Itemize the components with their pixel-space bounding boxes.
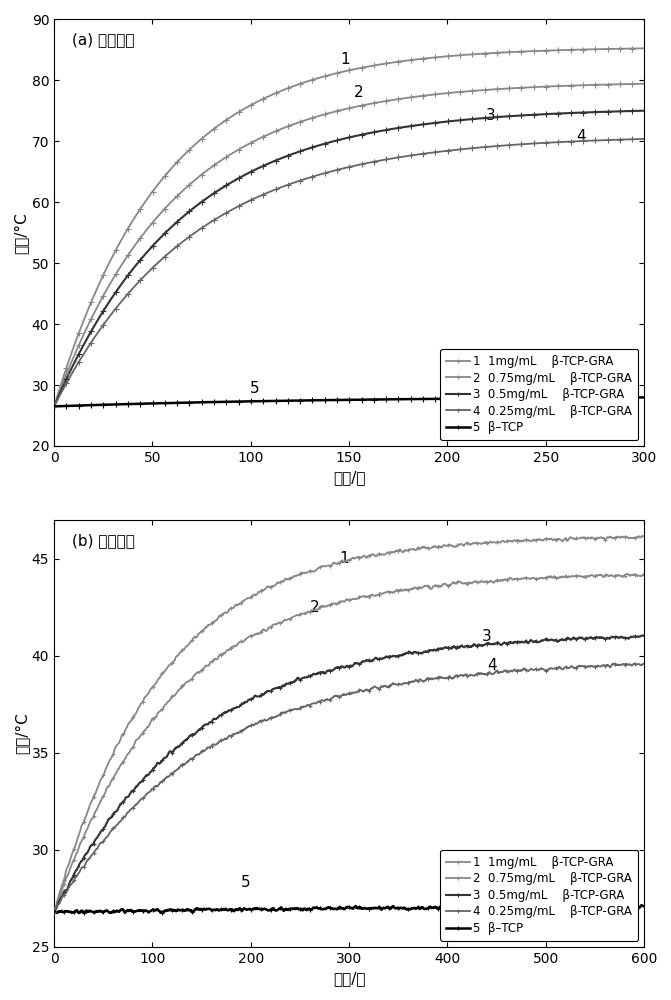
Text: 2: 2 [310, 600, 319, 615]
Text: 5: 5 [241, 875, 251, 890]
Text: 1: 1 [340, 52, 350, 67]
Legend: 1  1mg/mL    β-TCP-GRA, 2  0.75mg/mL    β-TCP-GRA, 3  0.5mg/mL    β-TCP-GRA, 4  : 1 1mg/mL β-TCP-GRA, 2 0.75mg/mL β-TCP-GR… [440, 349, 638, 440]
Text: 5: 5 [250, 381, 260, 396]
Text: 4: 4 [576, 129, 586, 144]
Text: (a) 干状态下: (a) 干状态下 [72, 32, 134, 47]
X-axis label: 时间/秒: 时间/秒 [333, 971, 365, 986]
Text: 2: 2 [354, 85, 364, 100]
Text: 4: 4 [486, 658, 497, 673]
Text: 1: 1 [340, 551, 349, 566]
Text: 3: 3 [486, 108, 495, 123]
X-axis label: 时间/秒: 时间/秒 [333, 470, 365, 485]
Legend: 1  1mg/mL    β-TCP-GRA, 2  0.75mg/mL    β-TCP-GRA, 3  0.5mg/mL    β-TCP-GRA, 4  : 1 1mg/mL β-TCP-GRA, 2 0.75mg/mL β-TCP-GR… [440, 850, 638, 941]
Text: (b) 湿状态下: (b) 湿状态下 [72, 533, 135, 548]
Text: 3: 3 [482, 629, 492, 644]
Y-axis label: 温度/°C: 温度/°C [14, 713, 29, 754]
Y-axis label: 温度/°C: 温度/°C [14, 212, 29, 254]
